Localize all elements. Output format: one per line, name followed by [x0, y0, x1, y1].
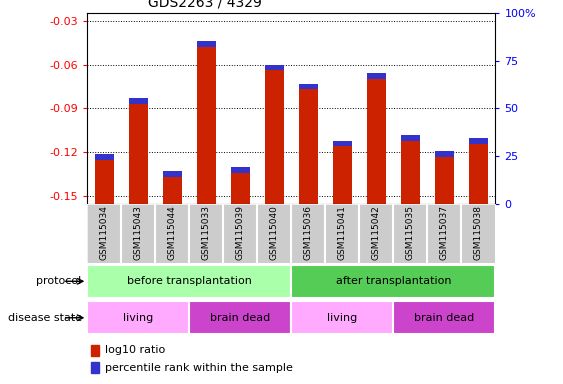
Bar — [299, 84, 318, 204]
Bar — [367, 73, 386, 204]
Bar — [265, 65, 284, 204]
Bar — [292, 265, 495, 298]
Text: before transplantation: before transplantation — [127, 276, 252, 286]
Text: after transplantation: after transplantation — [336, 276, 451, 286]
Bar — [95, 154, 114, 204]
Bar — [401, 135, 420, 141]
Bar — [435, 151, 454, 204]
Bar — [394, 301, 495, 334]
Bar — [469, 138, 488, 204]
Text: log10 ratio: log10 ratio — [105, 345, 165, 356]
Text: GSM115039: GSM115039 — [236, 205, 245, 260]
Text: GSM115036: GSM115036 — [304, 205, 313, 260]
Bar — [87, 301, 189, 334]
Text: GSM115033: GSM115033 — [202, 205, 211, 260]
Bar — [91, 362, 99, 373]
Bar — [189, 301, 292, 334]
Text: brain dead: brain dead — [210, 313, 270, 323]
Text: living: living — [327, 313, 358, 323]
Text: protocol: protocol — [37, 276, 82, 286]
Bar — [163, 171, 182, 177]
Bar — [435, 151, 454, 157]
Text: GSM115035: GSM115035 — [406, 205, 415, 260]
Text: GSM115043: GSM115043 — [134, 205, 143, 260]
Text: percentile rank within the sample: percentile rank within the sample — [105, 362, 293, 373]
Bar — [299, 84, 318, 89]
Text: GDS2263 / 4329: GDS2263 / 4329 — [149, 0, 262, 10]
Text: living: living — [123, 313, 153, 323]
Text: brain dead: brain dead — [414, 313, 475, 323]
Text: GSM115040: GSM115040 — [270, 205, 279, 260]
Text: GSM115034: GSM115034 — [100, 205, 109, 260]
Bar — [95, 154, 114, 160]
Bar — [469, 138, 488, 144]
Text: GSM115038: GSM115038 — [474, 205, 483, 260]
Bar — [129, 98, 148, 104]
Bar — [401, 135, 420, 204]
Bar — [87, 265, 292, 298]
Text: GSM115037: GSM115037 — [440, 205, 449, 260]
Bar — [265, 65, 284, 71]
Bar — [333, 141, 352, 204]
Text: GSM115042: GSM115042 — [372, 205, 381, 260]
Bar — [197, 41, 216, 204]
Bar — [231, 167, 249, 173]
Bar — [292, 301, 394, 334]
Bar — [129, 98, 148, 204]
Bar — [367, 73, 386, 79]
Text: GSM115044: GSM115044 — [168, 205, 177, 260]
Bar — [91, 345, 99, 356]
Bar — [197, 41, 216, 47]
Text: GSM115041: GSM115041 — [338, 205, 347, 260]
Bar — [163, 171, 182, 204]
Text: disease state: disease state — [7, 313, 82, 323]
Bar — [333, 141, 352, 147]
Bar — [231, 167, 249, 204]
